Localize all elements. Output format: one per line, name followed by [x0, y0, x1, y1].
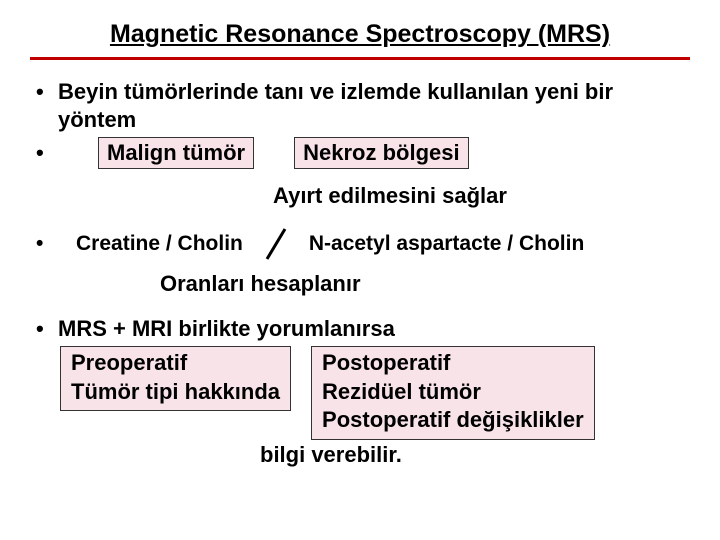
bullet-marker: •	[30, 78, 58, 106]
bullet-3: • MRS + MRI birlikte yorumlanırsa	[30, 315, 690, 343]
bullet-marker: •	[30, 139, 58, 167]
box-preop-l1: Preoperatif	[71, 349, 280, 378]
box-nekroz: Nekroz bölgesi	[294, 137, 468, 169]
final-line1: MRS + MRI birlikte yorumlanırsa	[58, 315, 395, 343]
slide-title: Magnetic Resonance Spectroscopy (MRS)	[30, 20, 690, 49]
ratio-left: Creatine / Cholin	[76, 232, 243, 256]
box-preop: Preoperatif Tümör tipi hakkında	[60, 346, 291, 411]
bullet-1-text: Beyin tümörlerinde tanı ve izlemde kulla…	[58, 78, 690, 133]
box-preop-l2: Tümör tipi hakkında	[71, 378, 280, 407]
bullet-1: • Beyin tümörlerinde tanı ve izlemde kul…	[30, 78, 690, 133]
bullet-marker: •	[30, 232, 58, 256]
slash-icon	[261, 227, 291, 261]
box-postop: Postoperatif Rezidüel tümör Postoperatif…	[311, 346, 595, 440]
ratio-row: • Creatine / Cholin N-acetyl aspartacte …	[30, 227, 690, 261]
title-rule	[30, 57, 690, 60]
box-malign: Malign tümör	[98, 137, 254, 169]
final-footer: bilgi verebilir.	[30, 442, 690, 468]
two-column-boxes: Preoperatif Tümör tipi hakkında Postoper…	[30, 346, 690, 440]
bullet-2: • Malign tümör Nekroz bölgesi	[30, 137, 690, 169]
box-postop-l3: Postoperatif değişiklikler	[322, 406, 584, 435]
center-text-2: Oranları hesaplanır	[30, 271, 690, 297]
box-postop-l1: Postoperatif	[322, 349, 584, 378]
box-postop-l2: Rezidüel tümör	[322, 378, 584, 407]
bullet-marker: •	[30, 315, 58, 343]
center-text-1: Ayırt edilmesini sağlar	[30, 183, 690, 209]
final-block: • MRS + MRI birlikte yorumlanırsa Preope…	[30, 315, 690, 468]
ratio-right: N-acetyl aspartacte / Cholin	[309, 232, 584, 256]
